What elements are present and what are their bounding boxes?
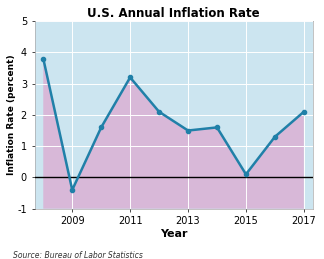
- Text: Source: Bureau of Labor Statistics: Source: Bureau of Labor Statistics: [13, 251, 143, 259]
- Title: U.S. Annual Inflation Rate: U.S. Annual Inflation Rate: [87, 7, 260, 20]
- Y-axis label: Inflation Rate (percent): Inflation Rate (percent): [7, 55, 16, 175]
- X-axis label: Year: Year: [160, 229, 187, 239]
